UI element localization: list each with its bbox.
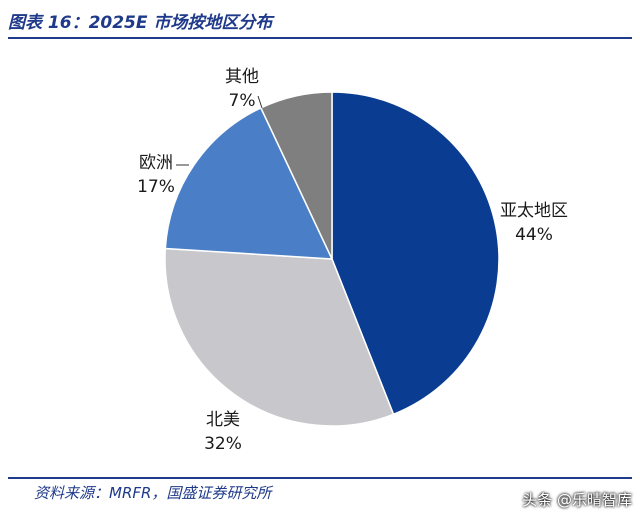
pie-labels: 亚太地区 44% 北美 32% 欧洲 17% 其他 7%: [137, 67, 568, 454]
pie-slice-2: [164, 247, 395, 427]
slice-value-label: 7%: [229, 91, 256, 111]
pie-slice-3: [164, 106, 334, 260]
slice-name-label: 其他: [225, 67, 259, 87]
pie-slice-1: [331, 91, 500, 416]
watermark: 头条 @乐晴智库: [522, 491, 632, 509]
slice-name-label: 亚太地区: [500, 201, 568, 221]
title-row: 图表 16：2025E 市场按地区分布: [8, 4, 632, 34]
footer-divider: [8, 477, 632, 479]
slice-value-label: 17%: [137, 177, 175, 197]
slice-value-label: 44%: [515, 225, 553, 245]
chart-title: 图表 16：2025E 市场按地区分布: [8, 13, 273, 33]
pie-slices: [164, 91, 500, 427]
slice-name-label: 北美: [206, 410, 240, 430]
source-note: 资料来源：MRFR，国盛证券研究所: [34, 484, 272, 502]
slice-value-label: 32%: [204, 434, 242, 454]
leader-line-4: [257, 95, 263, 109]
slice-name-label: 欧洲: [139, 153, 173, 173]
pie-slice-4: [259, 91, 333, 260]
title-divider: [8, 37, 632, 39]
